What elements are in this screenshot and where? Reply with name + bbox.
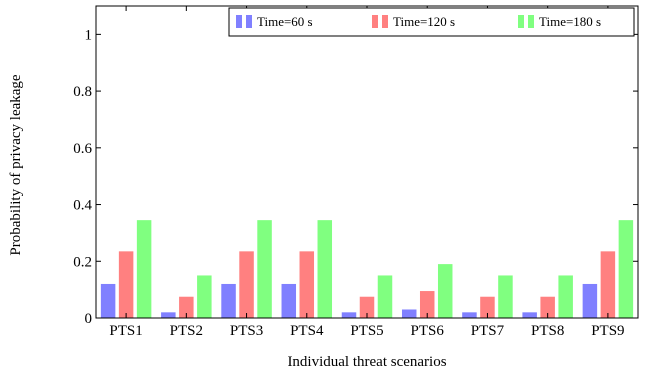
x-axis-title: Individual threat scenarios — [287, 354, 446, 370]
x-tick-label: PTS5 — [350, 323, 383, 339]
bar-pts4-series-2 — [299, 251, 315, 318]
bar-pts6-series-2 — [419, 291, 435, 318]
legend-swatch — [528, 15, 534, 28]
x-tick-label: PTS2 — [170, 323, 203, 339]
bar-pts9-series-3 — [618, 220, 634, 318]
bar-pts3-series-1 — [221, 283, 236, 318]
bar-pts2-series-2 — [179, 296, 194, 318]
bar-pts6-series-3 — [437, 264, 453, 318]
legend-swatch — [372, 15, 378, 28]
y-axis-title: Probability of privacy leakage — [8, 74, 24, 256]
bar-pts6-series-1 — [401, 309, 417, 318]
legend-label: Time=120 s — [393, 14, 455, 29]
bar-pts7-series-1 — [462, 312, 477, 318]
bar-pts8-series-2 — [540, 296, 555, 318]
legend-box — [228, 7, 635, 37]
bar-pts5-series-3 — [377, 275, 393, 318]
bar-pts9-series-1 — [582, 283, 598, 318]
legend-label: Time=180 s — [539, 14, 601, 29]
bars-layer — [100, 220, 634, 318]
legend-swatch — [236, 15, 242, 28]
bar-pts7-series-3 — [498, 275, 513, 318]
legend-swatch — [382, 15, 388, 28]
bar-pts1-series-3 — [136, 220, 152, 318]
bar-pts8-series-3 — [558, 275, 573, 318]
x-tick-label: PTS3 — [230, 323, 263, 339]
x-tick-label: PTS6 — [411, 323, 445, 339]
x-tick-label: PTS1 — [109, 323, 142, 339]
x-axis-ticks: PTS1 PTS2 PTS3 PTS4 PTS5 PTS6 PTS7 PTS8 PTS9 — [109, 6, 625, 339]
bar-pts9-series-2 — [600, 251, 616, 318]
x-tick-label: PTS7 — [471, 323, 505, 339]
y-tick-label: 0 — [85, 311, 93, 327]
y-tick-label: 0.8 — [73, 84, 92, 100]
x-tick-label: PTS9 — [591, 323, 624, 339]
bar-pts4-series-3 — [317, 220, 333, 318]
bar-pts3-series-3 — [257, 220, 272, 318]
plot-frame — [95, 5, 639, 319]
bar-pts1-series-1 — [100, 283, 116, 318]
x-tick-label: PTS8 — [531, 323, 564, 339]
bar-pts8-series-1 — [522, 312, 537, 318]
y-tick-label: 1 — [85, 27, 93, 43]
bar-pts3-series-2 — [239, 251, 254, 318]
y-tick-label: 0.6 — [73, 141, 92, 157]
y-tick-label: 0.2 — [73, 254, 92, 270]
x-tick-label: PTS4 — [290, 323, 324, 339]
bar-pts2-series-3 — [197, 275, 212, 318]
bar-pts1-series-2 — [118, 251, 134, 318]
bar-pts7-series-2 — [480, 296, 495, 318]
y-axis-ticks: 0 0.2 0.4 0.6 0.8 1 — [73, 27, 638, 327]
bar-pts4-series-1 — [281, 283, 297, 318]
bar-pts5-series-2 — [359, 296, 375, 318]
legend-swatch — [518, 15, 524, 28]
legend: Time=60 s Time=120 s Time=180 s — [228, 7, 635, 37]
legend-label: Time=60 s — [257, 14, 313, 29]
bar-pts2-series-1 — [161, 312, 176, 318]
y-tick-label: 0.4 — [73, 198, 92, 214]
bar-pts5-series-1 — [341, 312, 357, 318]
legend-swatch — [246, 15, 252, 28]
